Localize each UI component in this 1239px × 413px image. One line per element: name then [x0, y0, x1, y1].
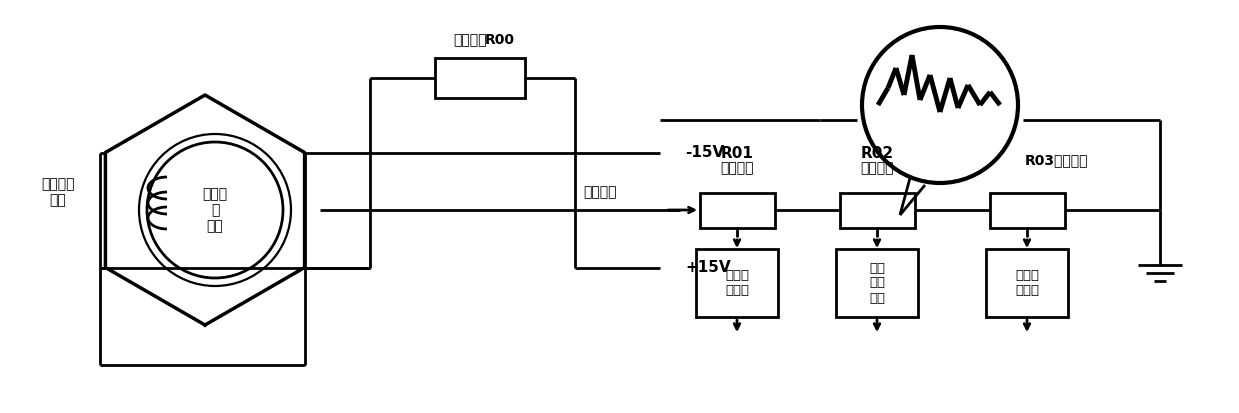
Text: R01: R01 [721, 145, 753, 161]
Text: 功率测
量取样: 功率测 量取样 [725, 269, 750, 297]
Bar [700, 193, 776, 228]
Bar [696, 249, 778, 317]
Text: 一次穿
心
导体: 一次穿 心 导体 [202, 187, 228, 233]
Text: 取样电阻: 取样电阻 [720, 161, 753, 175]
Text: +15V: +15V [685, 260, 731, 275]
Text: 辅助测
量取样: 辅助测 量取样 [1015, 269, 1040, 297]
Bar [986, 249, 1068, 317]
Text: 取样电阻: 取样电阻 [860, 161, 893, 175]
Text: 二次输出: 二次输出 [584, 185, 617, 199]
Text: -15V: -15V [685, 145, 725, 160]
Text: 零点补偿
线圈: 零点补偿 线圈 [41, 177, 74, 207]
Text: 谐波
方向
取样: 谐波 方向 取样 [869, 261, 885, 304]
Bar [840, 193, 914, 228]
Text: R00: R00 [484, 33, 515, 47]
Bar [435, 58, 525, 98]
Bar [836, 249, 918, 317]
Text: R03取样电阻: R03取样电阻 [1025, 153, 1089, 167]
Text: 限流电阻: 限流电阻 [453, 33, 487, 47]
Text: R02: R02 [860, 145, 893, 161]
Bar [990, 193, 1066, 228]
